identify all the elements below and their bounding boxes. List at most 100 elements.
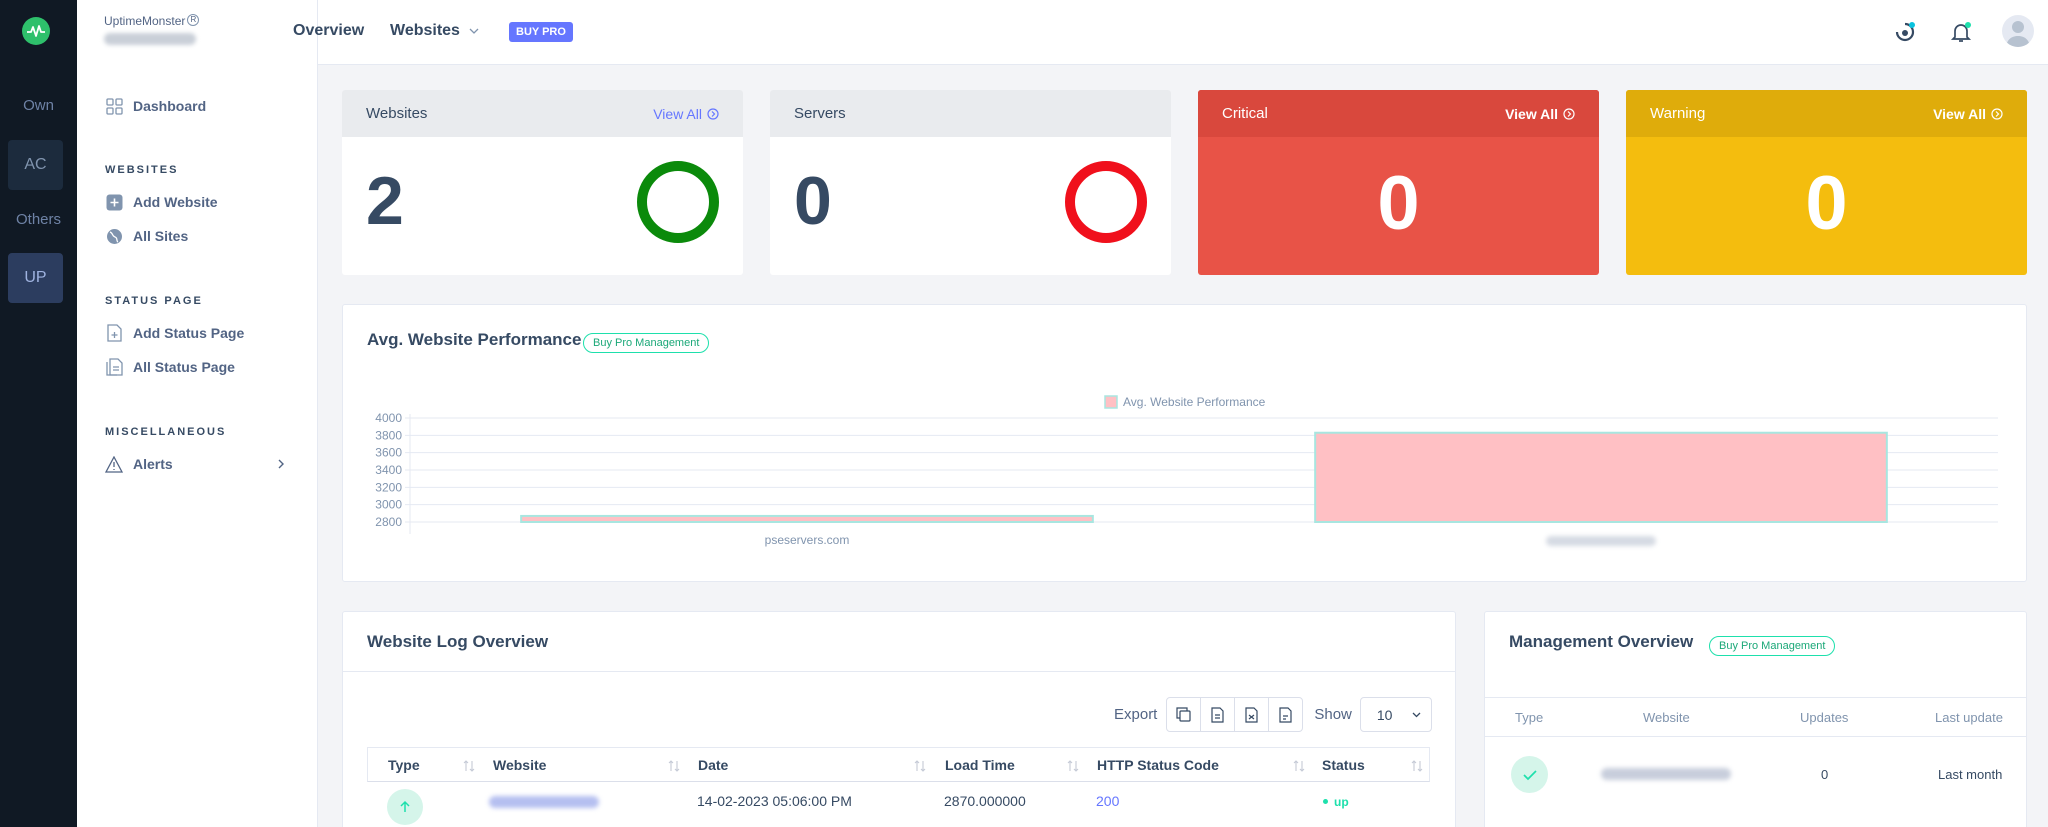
- nav-websites-dropdown[interactable]: Websites: [390, 22, 479, 40]
- mgmt-column-type: Type: [1515, 710, 1544, 725]
- view-all-label: View All: [1505, 105, 1558, 122]
- account-name-blurred: [104, 33, 196, 45]
- column-website[interactable]: Website: [493, 757, 547, 773]
- critical-card: Critical View All 0: [1198, 90, 1599, 275]
- sidebar-item-label: All Sites: [133, 228, 189, 244]
- servers-card: Servers 0: [770, 90, 1171, 275]
- column-load-time[interactable]: Load Time: [945, 757, 1015, 773]
- export-excel-button[interactable]: [1234, 697, 1270, 732]
- status-up-icon: [387, 789, 423, 825]
- app-logo-icon[interactable]: [22, 17, 50, 45]
- support-icon[interactable]: [1893, 20, 1917, 44]
- file-excel-icon: [1245, 706, 1258, 723]
- management-panel: Management Overview Buy Pro Management: [1484, 611, 2027, 827]
- card-header: Websites View All: [342, 90, 743, 137]
- x-tick-label: pseservers.com: [765, 533, 850, 547]
- export-toolbar: Export Show 10: [1114, 697, 1432, 732]
- performance-panel: Avg. Website Performance Buy Pro Managem…: [342, 304, 2027, 582]
- row-status: up: [1334, 795, 1349, 809]
- website-name-blurred: [1601, 768, 1731, 780]
- chevron-right-icon[interactable]: [276, 459, 286, 469]
- arrow-up-icon: [400, 800, 410, 812]
- row-load-time: 2870.000000: [944, 793, 1026, 809]
- y-tick-label: 3400: [375, 463, 402, 477]
- section-miscellaneous: MISCELLANEOUS: [105, 426, 227, 438]
- dashboard-icon: [105, 97, 123, 115]
- sidebar-item-alerts[interactable]: Alerts: [105, 455, 173, 473]
- arrow-circle-right-icon: [1563, 107, 1575, 120]
- buy-pro-management-pill[interactable]: Buy Pro Management: [1709, 636, 1836, 656]
- critical-count: 0: [1377, 161, 1420, 246]
- view-all-label: View All: [1933, 105, 1986, 122]
- y-tick-label: 3800: [375, 428, 402, 442]
- arrow-circle-right-icon: [1991, 107, 2003, 120]
- page-size-value: 10: [1376, 706, 1393, 723]
- chevron-down-icon: [469, 28, 479, 34]
- column-date[interactable]: Date: [698, 757, 729, 773]
- status-dot: [1323, 799, 1328, 804]
- log-table-header: Type Website Date Load Time HTTP Status …: [367, 747, 1430, 782]
- top-header: [318, 0, 2048, 65]
- sidebar-item-label: Alerts: [133, 456, 173, 472]
- y-tick-label: 2800: [375, 515, 402, 529]
- websites-ring-indicator: [637, 161, 719, 243]
- brand-name: UptimeMonster: [104, 14, 186, 28]
- card-title: Websites: [366, 105, 428, 122]
- file-pdf-icon: [1279, 706, 1292, 723]
- file-plus-icon: [105, 324, 123, 342]
- sidebar-item-add-website[interactable]: Add Website: [105, 193, 218, 211]
- sort-icon[interactable]: [1292, 759, 1306, 773]
- sort-icon[interactable]: [1066, 759, 1080, 773]
- check-icon: [1522, 769, 1537, 780]
- notification-bell-icon[interactable]: [1949, 20, 1973, 44]
- sort-icon[interactable]: [1410, 759, 1424, 773]
- arrow-circle-right-icon: [707, 107, 719, 120]
- website-name-blurred[interactable]: [489, 796, 599, 808]
- sidebar-item-label: Add Website: [133, 194, 218, 210]
- sort-icon[interactable]: [667, 759, 681, 773]
- y-tick-label: 3000: [375, 498, 402, 512]
- export-pdf-button[interactable]: [1268, 697, 1304, 732]
- sort-icon[interactable]: [462, 759, 476, 773]
- column-type[interactable]: Type: [388, 757, 420, 773]
- mgmt-column-last-update: Last update: [1935, 710, 2003, 725]
- page-size-select[interactable]: 10: [1359, 697, 1432, 732]
- rail-item-others[interactable]: Others: [15, 211, 61, 228]
- card-title: Critical: [1222, 105, 1268, 122]
- view-all-link[interactable]: View All: [1505, 106, 1575, 122]
- files-icon: [105, 358, 123, 376]
- rail-item-ac[interactable]: AC: [8, 140, 63, 190]
- buy-pro-management-pill[interactable]: Buy Pro Management: [583, 333, 710, 353]
- websites-card: Websites View All 2: [342, 90, 743, 275]
- mgmt-updates: 0: [1821, 767, 1829, 782]
- user-avatar[interactable]: [2002, 15, 2034, 47]
- view-all-link[interactable]: View All: [653, 106, 719, 122]
- card-header: Critical View All: [1198, 90, 1599, 137]
- copy-icon: [1176, 707, 1191, 722]
- sidebar: UptimeMonster R Dashboard WEBSITES Add We…: [77, 0, 318, 827]
- sidebar-item-label: Add Status Page: [133, 325, 245, 341]
- sidebar-item-add-status-page[interactable]: Add Status Page: [105, 324, 244, 342]
- nav-overview-link[interactable]: Overview: [293, 22, 365, 39]
- export-csv-button[interactable]: [1200, 697, 1236, 732]
- column-http-status-code[interactable]: HTTP Status Code: [1097, 757, 1219, 773]
- sidebar-item-all-sites[interactable]: All Sites: [105, 227, 188, 245]
- sidebar-item-label: Dashboard: [133, 98, 207, 114]
- servers-count: 0: [794, 163, 832, 239]
- card-header: Servers: [770, 90, 1171, 137]
- card-title: Servers: [794, 105, 846, 122]
- sidebar-item-dashboard[interactable]: Dashboard: [105, 97, 206, 115]
- view-all-link[interactable]: View All: [1933, 106, 2003, 122]
- rail-item-own[interactable]: Own: [23, 97, 54, 114]
- column-status[interactable]: Status: [1322, 757, 1365, 773]
- sidebar-item-all-status-page[interactable]: All Status Page: [105, 358, 235, 376]
- rail-item-up[interactable]: UP: [8, 253, 63, 303]
- check-circle-icon: [1511, 756, 1548, 793]
- buy-pro-button[interactable]: BUY PRO: [509, 22, 573, 42]
- row-http-code: 200: [1096, 793, 1120, 809]
- sort-icon[interactable]: [913, 759, 927, 773]
- brand: UptimeMonster R: [104, 14, 200, 28]
- copy-button[interactable]: [1166, 697, 1202, 732]
- warning-card: Warning View All 0: [1626, 90, 2027, 275]
- mgmt-column-website: Website: [1643, 710, 1690, 725]
